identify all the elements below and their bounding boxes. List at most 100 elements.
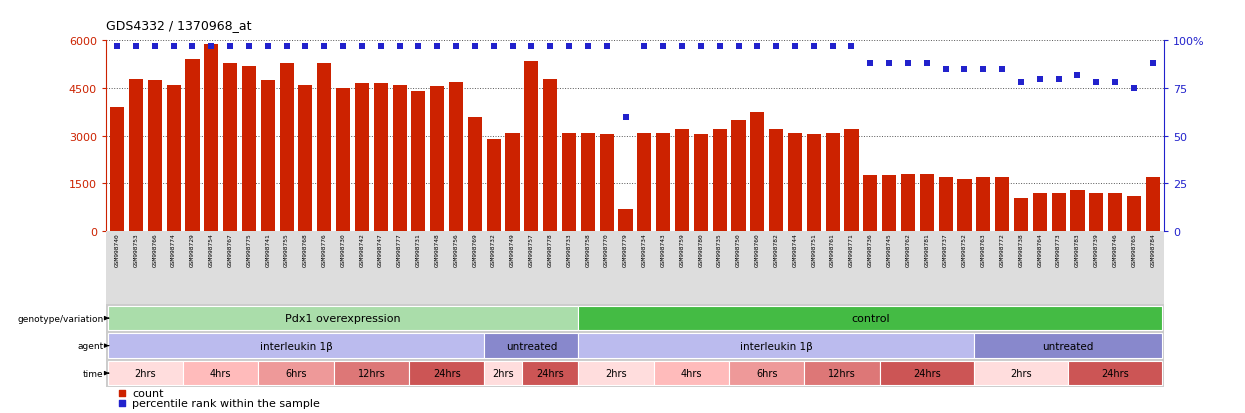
Bar bbox=[579, 333, 974, 358]
Bar bbox=[581, 133, 595, 231]
Point bbox=[635, 44, 655, 50]
Point bbox=[1030, 76, 1050, 83]
Bar bbox=[939, 178, 952, 231]
Point bbox=[144, 44, 164, 50]
Bar bbox=[974, 361, 1068, 386]
Bar bbox=[148, 81, 162, 231]
Text: GSM998729: GSM998729 bbox=[190, 233, 195, 267]
Bar bbox=[974, 333, 1162, 358]
Text: GSM998747: GSM998747 bbox=[378, 233, 383, 267]
Bar bbox=[1127, 197, 1140, 231]
Text: control: control bbox=[852, 313, 890, 323]
Text: GSM998766: GSM998766 bbox=[152, 233, 157, 267]
Text: Pdx1 overexpression: Pdx1 overexpression bbox=[285, 313, 401, 323]
Point bbox=[747, 44, 767, 50]
Bar bbox=[108, 306, 579, 331]
Bar bbox=[487, 140, 500, 231]
Bar bbox=[334, 361, 410, 386]
Text: GSM998761: GSM998761 bbox=[830, 233, 835, 267]
Bar bbox=[619, 209, 632, 231]
Point bbox=[183, 44, 203, 50]
Point bbox=[464, 44, 484, 50]
Point bbox=[1124, 85, 1144, 92]
Bar bbox=[108, 361, 183, 386]
Bar bbox=[129, 79, 143, 231]
Text: untreated: untreated bbox=[505, 341, 557, 351]
Bar bbox=[730, 361, 804, 386]
Bar bbox=[579, 306, 1162, 331]
Bar bbox=[712, 130, 727, 231]
Point bbox=[163, 44, 183, 50]
Text: GSM998760: GSM998760 bbox=[754, 233, 759, 267]
Text: 4hrs: 4hrs bbox=[681, 368, 702, 378]
Point bbox=[484, 44, 504, 50]
Point bbox=[334, 44, 354, 50]
Bar bbox=[976, 178, 990, 231]
Bar bbox=[336, 89, 350, 231]
Bar bbox=[675, 130, 688, 231]
Text: GSM998763: GSM998763 bbox=[981, 233, 986, 267]
Point bbox=[992, 66, 1012, 73]
Bar bbox=[579, 361, 654, 386]
Text: GSM998776: GSM998776 bbox=[321, 233, 326, 267]
Bar bbox=[484, 361, 522, 386]
Bar bbox=[901, 174, 915, 231]
Bar bbox=[355, 84, 369, 231]
Text: GSM998769: GSM998769 bbox=[472, 233, 477, 267]
Bar bbox=[186, 60, 199, 231]
Point bbox=[1087, 80, 1107, 86]
Point bbox=[239, 44, 259, 50]
Text: genotype/variation: genotype/variation bbox=[17, 314, 103, 323]
Bar bbox=[804, 361, 880, 386]
Bar bbox=[561, 133, 576, 231]
Point bbox=[766, 44, 786, 50]
Text: 4hrs: 4hrs bbox=[210, 368, 232, 378]
Bar bbox=[411, 92, 426, 231]
Bar bbox=[654, 361, 730, 386]
Bar bbox=[807, 135, 820, 231]
Bar bbox=[1052, 193, 1066, 231]
Bar bbox=[880, 361, 974, 386]
Point bbox=[974, 66, 994, 73]
Bar bbox=[522, 361, 579, 386]
Bar bbox=[1145, 178, 1160, 231]
Point bbox=[842, 44, 862, 50]
Text: GSM998736: GSM998736 bbox=[868, 233, 873, 267]
Text: GSM998743: GSM998743 bbox=[661, 233, 666, 267]
Bar bbox=[883, 176, 896, 231]
Point bbox=[955, 66, 975, 73]
Point bbox=[1143, 61, 1163, 67]
Text: GSM998752: GSM998752 bbox=[962, 233, 967, 267]
Text: GSM998777: GSM998777 bbox=[397, 233, 402, 267]
Text: GSM998762: GSM998762 bbox=[905, 233, 910, 267]
Point bbox=[804, 44, 824, 50]
Text: 6hrs: 6hrs bbox=[756, 368, 778, 378]
Text: GSM998779: GSM998779 bbox=[622, 233, 627, 267]
Point bbox=[371, 44, 391, 50]
Point bbox=[654, 44, 674, 50]
Point bbox=[522, 44, 542, 50]
Bar bbox=[242, 66, 256, 231]
Bar bbox=[769, 130, 783, 231]
Bar bbox=[259, 361, 334, 386]
Point bbox=[691, 44, 711, 50]
Point bbox=[786, 44, 806, 50]
Text: GSM998759: GSM998759 bbox=[680, 233, 685, 267]
Text: GSM998744: GSM998744 bbox=[793, 233, 798, 267]
Text: GSM998751: GSM998751 bbox=[812, 233, 817, 267]
Point bbox=[559, 44, 579, 50]
Text: 24hrs: 24hrs bbox=[537, 368, 564, 378]
Point bbox=[916, 61, 936, 67]
Text: 12hrs: 12hrs bbox=[828, 368, 857, 378]
Text: GSM998755: GSM998755 bbox=[284, 233, 289, 267]
Bar bbox=[732, 121, 746, 231]
Bar bbox=[995, 178, 1010, 231]
Text: GSM998775: GSM998775 bbox=[247, 233, 251, 267]
Point bbox=[1011, 80, 1031, 86]
Text: GSM998754: GSM998754 bbox=[209, 233, 214, 267]
Text: GSM998756: GSM998756 bbox=[453, 233, 458, 267]
Text: GSM998781: GSM998781 bbox=[924, 233, 929, 267]
Bar bbox=[505, 133, 519, 231]
Point bbox=[314, 44, 334, 50]
Point bbox=[112, 400, 132, 407]
